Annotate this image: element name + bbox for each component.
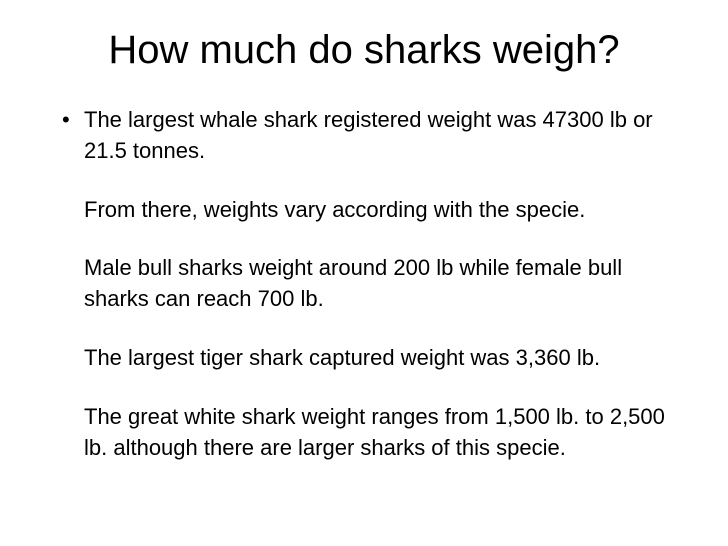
- paragraph: The largest whale shark registered weigh…: [84, 105, 678, 167]
- paragraph: The great white shark weight ranges from…: [84, 402, 678, 464]
- paragraph: The largest tiger shark captured weight …: [84, 343, 678, 374]
- body-list: The largest whale shark registered weigh…: [40, 105, 688, 463]
- bullet-item: The largest whale shark registered weigh…: [62, 105, 678, 463]
- paragraph: Male bull sharks weight around 200 lb wh…: [84, 253, 678, 315]
- slide: How much do sharks weigh? The largest wh…: [0, 0, 728, 546]
- paragraph: From there, weights vary according with …: [84, 195, 678, 226]
- slide-title: How much do sharks weigh?: [40, 28, 688, 73]
